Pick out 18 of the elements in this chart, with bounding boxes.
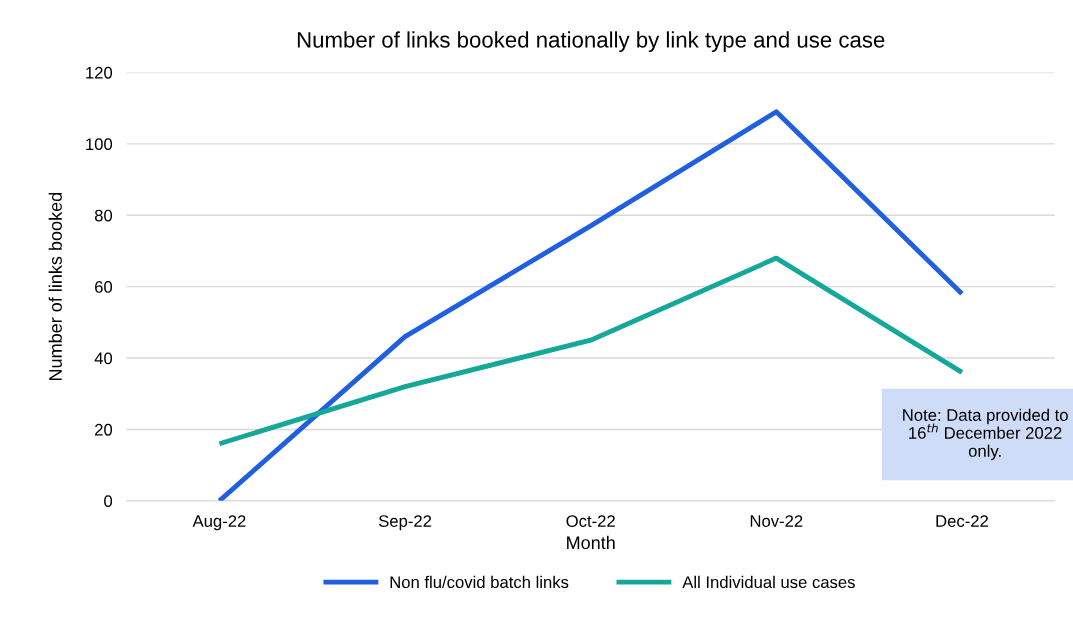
- y-tick-label: 80: [94, 209, 113, 222]
- legend-label: All Individual use cases: [682, 575, 855, 589]
- x-tick-label: Dec-22: [936, 515, 988, 527]
- x-axis-title: Month: [567, 535, 615, 550]
- y-tick-label: 120: [86, 66, 113, 79]
- y-tick-label: 60: [95, 281, 113, 293]
- y-tick-label: 40: [94, 352, 113, 365]
- y-tick-label: 100: [86, 138, 113, 151]
- y-tick-label: 20: [95, 423, 113, 436]
- chart-title: Number of links booked nationally by link type and use case: [297, 31, 885, 53]
- x-tick-label: Oct-22: [566, 515, 615, 527]
- legend-label: Non flu/covid batch links: [390, 575, 569, 589]
- x-tick-label: Sep-22: [378, 515, 432, 531]
- y-axis-title: Number of links booked: [48, 192, 62, 380]
- x-tick-label: Aug-22: [192, 515, 246, 531]
- annotation: Note: Data provided to 16$^{th}$ December 2022 only.: [903, 408, 1068, 461]
- y-tick-label: 0: [104, 495, 113, 508]
- x-tick-label: Nov-22: [750, 515, 803, 527]
